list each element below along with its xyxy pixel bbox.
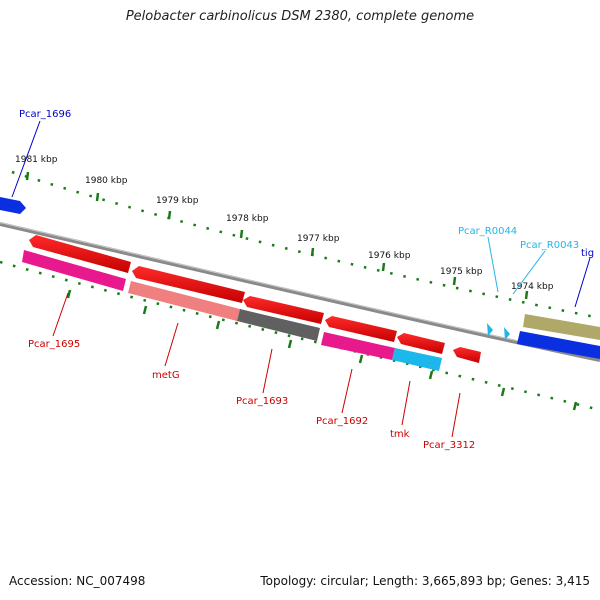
ruler-tick <box>167 210 172 220</box>
leader-line <box>451 392 461 438</box>
gene-arrow-red[interactable] <box>397 333 445 354</box>
ruler-major-ticks <box>25 171 529 300</box>
inner-ruler-tick <box>572 401 578 411</box>
ruler-tick <box>95 192 100 202</box>
leader-line <box>401 380 411 426</box>
gene-label: tig <box>581 248 594 259</box>
leader-line <box>487 236 499 293</box>
ruler-tick <box>452 276 457 286</box>
gene-arrow-red[interactable] <box>243 296 324 324</box>
gene-label: Pcar_1696 <box>19 109 71 120</box>
leader-line <box>11 120 41 198</box>
inner-ruler-tick <box>142 305 148 315</box>
gene-arrow-red[interactable] <box>29 235 131 273</box>
gene-pcar-r0044[interactable] <box>487 323 493 336</box>
inner-ruler-tick <box>215 320 221 330</box>
inner-ruler-tick <box>500 387 506 397</box>
leader-line <box>52 292 69 337</box>
ruler-tick-label: 1974 kbp <box>511 282 554 292</box>
gene-label: Pcar_R0044 <box>458 226 517 237</box>
gene-label: tmk <box>390 429 410 440</box>
inner-ruler-tick <box>287 339 293 349</box>
inner-ruler-tick <box>66 289 72 299</box>
gene-olive[interactable] <box>523 314 600 340</box>
ruler-tick-label: 1981 kbp <box>15 155 58 165</box>
ruler-tick <box>381 262 386 272</box>
accession-text: Accession: NC_007498 <box>9 574 146 588</box>
gene-metg[interactable] <box>128 281 240 321</box>
gene-tig[interactable] <box>517 331 600 359</box>
gene-pcar-1696[interactable] <box>0 197 26 214</box>
ruler-tick <box>239 229 244 239</box>
leader-line <box>512 250 546 295</box>
gene-arrow-red[interactable] <box>132 266 245 303</box>
gene-label: Pcar_1693 <box>236 396 288 407</box>
leader-line <box>574 257 591 308</box>
gene-pcar-r0043[interactable] <box>504 327 510 340</box>
ruler-tick-label: 1975 kbp <box>440 267 483 277</box>
ruler-tick-label: 1978 kbp <box>226 214 269 224</box>
ruler-tick <box>310 247 315 257</box>
gene-arrow-red[interactable] <box>453 347 481 363</box>
gene-pcar-1692[interactable] <box>321 332 395 360</box>
genome-summary-text: Topology: circular; Length: 3,665,893 bp… <box>260 574 590 588</box>
ruler-tick <box>25 171 30 181</box>
ruler-tick-label: 1976 kbp <box>368 251 411 261</box>
ruler-tick-label: 1980 kbp <box>85 176 128 186</box>
ruler-tick <box>524 290 529 300</box>
inner-ruler-major-ticks <box>66 289 578 411</box>
gene-label: Pcar_3312 <box>423 440 475 451</box>
gene-arrow-red[interactable] <box>325 316 397 342</box>
ruler-outer <box>11 170 600 320</box>
gene-label: Pcar_1695 <box>28 339 80 350</box>
leader-line <box>341 368 353 414</box>
label-leader-lines <box>11 120 591 438</box>
gene-label: Pcar_R0043 <box>520 240 579 251</box>
gene-pcar-1695[interactable] <box>22 250 126 291</box>
inner-ruler-tick <box>358 354 364 364</box>
gene-label: metG <box>152 370 180 381</box>
gene-pcar-1693[interactable] <box>237 309 320 341</box>
leader-line <box>262 348 273 394</box>
gene-label: Pcar_1692 <box>316 416 368 427</box>
ruler-tick-label: 1977 kbp <box>297 234 340 244</box>
ruler-tick-label: 1979 kbp <box>156 196 199 206</box>
map-title: Pelobacter carbinolicus DSM 2380, comple… <box>125 9 475 24</box>
gene-tmk[interactable] <box>392 348 442 371</box>
leader-line <box>164 322 179 367</box>
inner-ruler-tick <box>428 370 434 380</box>
